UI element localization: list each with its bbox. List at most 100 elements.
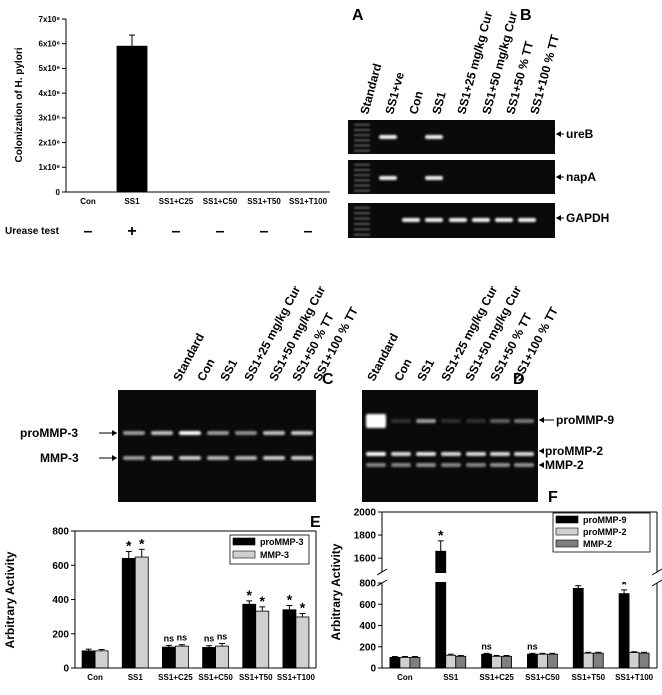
gel-band [291,431,313,435]
bar [202,647,216,669]
bar [638,652,650,669]
gel-band [416,463,436,467]
gel-image [118,390,316,502]
y-tick-label: 800 [52,527,69,538]
x-tick-label: SS1+T100 [615,673,654,682]
error-bar [259,606,266,612]
ladder-band [354,174,370,176]
lane-label: SS1+ve [382,70,407,116]
bar [409,656,421,669]
ladder-band [354,164,370,166]
error-bar [299,613,306,617]
bar [175,645,189,669]
lane-label: Con [194,356,217,383]
ladder-band [354,129,370,131]
y-axis-label: Arbitrary Activity [329,543,343,640]
y-tick-label: 6x10⁶ [39,40,61,49]
row-value: + [127,223,136,240]
error-bar [457,654,464,657]
band-label: MMP-2 [545,458,584,472]
gel-image [348,160,555,194]
row-value: – [216,223,225,240]
y-tick-label: 200 [52,629,69,640]
row-label: Urease test [5,226,60,237]
panel-letter: D [513,371,525,388]
y-tick-label: 600 [359,600,376,611]
y-tick-label: 7x10⁶ [39,15,61,24]
x-tick-label: SS1+C25 [158,673,193,682]
ladder-band [354,234,370,236]
y-tick-label: 0 [63,664,69,675]
y-tick-label: 3x10⁶ [39,114,61,123]
legend-swatch [232,550,256,559]
error-bar [493,654,500,657]
gel-band [441,452,461,456]
row-value: – [84,223,93,240]
gel-band [518,218,536,222]
x-tick-label: SS1 [124,197,140,206]
gel-band [425,135,443,139]
error-bar [219,643,226,647]
panel-letter: E [310,514,321,531]
y-tick-label: 1800 [354,531,377,542]
gel-band [514,452,534,456]
x-tick-label: SS1+C25 [479,673,514,682]
band-label: proMMP-9 [556,413,614,427]
gel-band [207,456,229,460]
ladder-band [354,169,370,171]
gel-band [416,419,436,423]
y-tick-label: 4x10⁶ [39,89,61,98]
gel-band [123,431,145,435]
ladder-band [354,217,370,220]
band-arrowhead [556,174,561,180]
gel-image [362,390,538,502]
ladder-band [354,212,370,214]
bar [81,650,96,669]
significance-label: ns [177,633,188,643]
error-bar [411,656,418,658]
bar [491,655,502,669]
significance-label: ns [164,633,175,643]
error-bar [575,585,582,589]
lane-label: Con [391,356,414,383]
gel-band [366,452,386,456]
gel-band [416,452,436,456]
y-tick-label: 2x10⁶ [39,138,61,147]
error-bar [129,34,135,47]
bar [282,609,297,669]
gel-band [425,218,443,222]
gel-band [151,431,173,435]
gel-band [449,218,467,222]
error-bar [641,651,648,654]
row-value: – [260,223,269,240]
bar [572,587,584,669]
significance-label: * [139,535,145,551]
error-bar [391,656,398,658]
row-value: – [304,223,313,240]
ladder-band [354,139,370,142]
gel-band [495,218,513,222]
x-tick-label: Con [397,673,413,682]
band-label: ureB [566,127,594,141]
legend-label: proMMP-2 [583,527,627,537]
band-arrowhead [112,430,117,436]
band-arrowhead [556,131,561,137]
error-bar [595,651,602,654]
x-tick-label: SS1+C50 [203,197,238,206]
significance-label: * [438,527,444,543]
gel-band [466,463,486,467]
band-arrowhead [556,215,561,221]
significance-label: * [287,591,293,607]
y-tick-label: 1600 [354,554,377,565]
ladder-band [354,184,370,187]
gel-band [490,452,510,456]
gel-band [425,176,443,180]
bar [445,654,457,669]
gel-band [179,456,201,460]
ladder-band [354,190,370,192]
error-bar [85,648,92,651]
error-bar [549,652,556,655]
legend-label: MMP-3 [260,550,289,560]
